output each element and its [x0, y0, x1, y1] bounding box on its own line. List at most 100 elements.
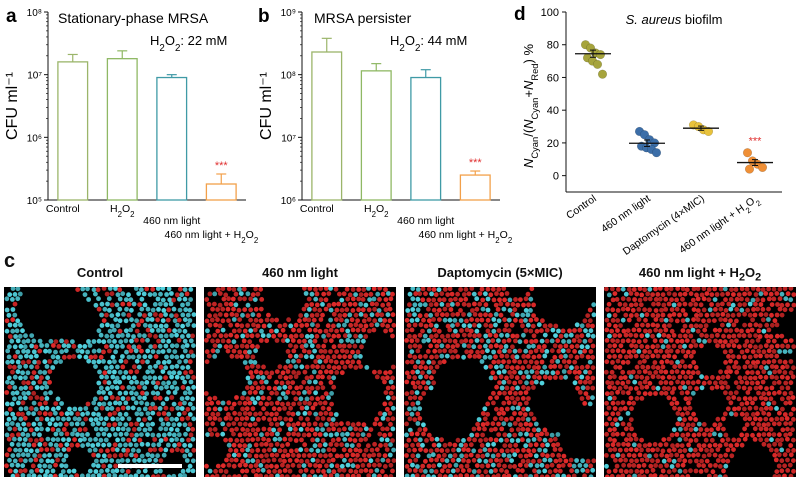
cell	[145, 422, 151, 428]
cell	[696, 462, 702, 468]
cell	[345, 421, 351, 426]
cell	[750, 432, 755, 438]
cell	[237, 411, 243, 417]
micrograph-title-daptomycin: Daptomycin (5×MIC)	[437, 265, 563, 280]
cell	[314, 333, 320, 339]
cell	[347, 292, 353, 298]
cell	[326, 302, 332, 308]
cell	[174, 363, 180, 369]
cell	[418, 374, 423, 380]
cell	[207, 416, 213, 421]
cell	[532, 374, 537, 380]
bar	[360, 70, 392, 201]
cell	[18, 354, 23, 360]
cell	[585, 395, 591, 401]
cell	[147, 457, 153, 463]
cell	[720, 374, 726, 380]
cell	[140, 390, 145, 396]
cell	[50, 365, 56, 370]
cell	[164, 292, 170, 297]
cell	[766, 306, 771, 312]
cell	[721, 333, 726, 339]
cell	[502, 463, 507, 469]
cell	[66, 437, 72, 443]
cell	[553, 375, 558, 380]
cell	[334, 431, 340, 437]
cell	[777, 442, 783, 447]
cell	[791, 448, 796, 453]
cell	[715, 447, 721, 452]
cell	[207, 322, 213, 328]
cell	[728, 400, 734, 406]
cell	[330, 437, 336, 443]
cell	[688, 447, 693, 453]
cell	[147, 323, 153, 329]
cell	[651, 301, 656, 307]
cell	[83, 354, 89, 360]
cell	[104, 333, 110, 339]
cell	[247, 390, 253, 395]
cell	[491, 441, 496, 447]
cell	[506, 379, 512, 385]
cell	[741, 385, 747, 391]
cell	[718, 453, 723, 459]
cell	[341, 447, 347, 453]
cell	[307, 401, 312, 406]
cell	[55, 416, 61, 421]
cell	[301, 473, 307, 477]
cell	[139, 453, 145, 459]
cell	[779, 396, 785, 402]
cell	[163, 312, 169, 317]
cell	[513, 317, 518, 323]
cell	[710, 312, 715, 318]
cell	[631, 327, 637, 333]
cell	[353, 365, 359, 370]
cell	[105, 386, 110, 391]
cell	[169, 291, 174, 296]
cell	[544, 370, 550, 375]
cell	[502, 348, 507, 354]
cell	[485, 296, 491, 302]
cell	[761, 410, 767, 416]
cell	[301, 463, 307, 468]
cell	[521, 332, 526, 338]
cell	[188, 287, 194, 292]
cell	[704, 427, 710, 433]
cell	[337, 343, 343, 349]
cell	[96, 390, 102, 395]
cell	[695, 317, 701, 322]
cell	[245, 333, 250, 339]
scale-bar	[118, 464, 182, 468]
cell	[261, 364, 266, 370]
cell	[718, 380, 724, 385]
cell	[536, 469, 542, 474]
cell	[755, 359, 761, 365]
cell	[285, 389, 291, 395]
cell	[499, 448, 505, 454]
cell	[663, 327, 669, 333]
cell	[736, 437, 742, 443]
cell	[317, 328, 323, 334]
cell	[788, 473, 794, 477]
cell	[158, 364, 164, 370]
cell	[575, 385, 580, 391]
cell	[521, 406, 526, 412]
cell	[424, 438, 429, 443]
cell	[677, 406, 682, 412]
cell	[182, 317, 188, 323]
cell	[724, 369, 729, 375]
cell	[636, 349, 642, 354]
cell	[361, 338, 366, 344]
cell	[28, 427, 34, 433]
cell	[674, 297, 679, 303]
cell	[713, 307, 718, 312]
cell	[16, 411, 21, 417]
cell	[134, 421, 140, 427]
cell	[264, 464, 270, 469]
cell	[283, 416, 289, 422]
cell	[776, 421, 782, 427]
cell	[304, 322, 310, 328]
cell	[533, 421, 539, 427]
cell	[467, 353, 473, 359]
cell	[428, 385, 434, 391]
